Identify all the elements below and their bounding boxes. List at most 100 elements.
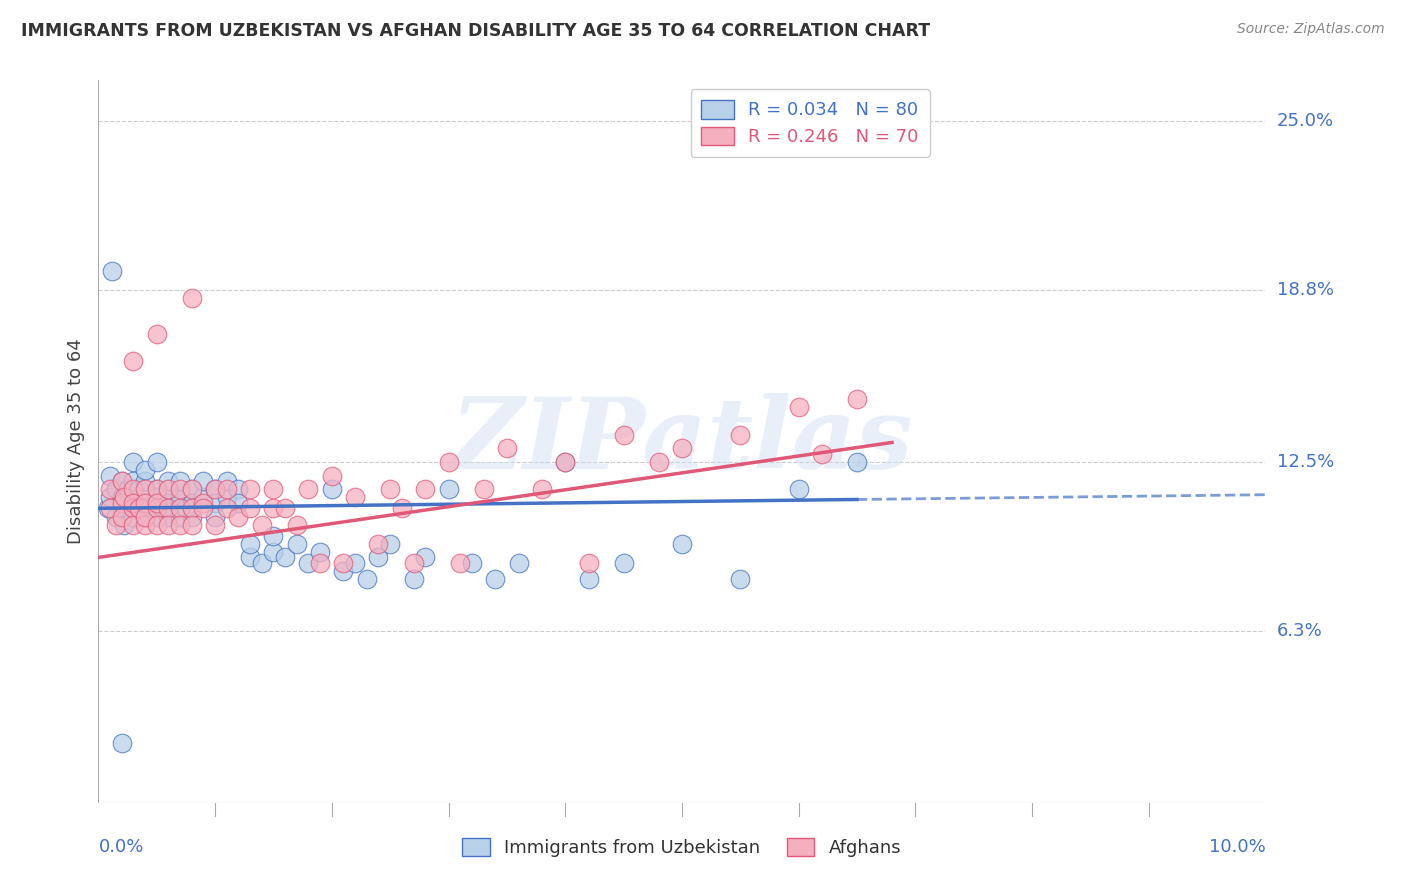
Point bbox=[128, 482, 150, 496]
Point bbox=[274, 550, 297, 565]
Point bbox=[204, 482, 226, 496]
Point bbox=[380, 482, 402, 496]
Point bbox=[122, 491, 145, 505]
Point bbox=[449, 556, 471, 570]
Point bbox=[262, 545, 284, 559]
Point bbox=[496, 442, 519, 456]
Point bbox=[174, 501, 197, 516]
Point bbox=[193, 496, 215, 510]
Point bbox=[274, 501, 297, 516]
Point bbox=[391, 501, 413, 516]
Point bbox=[228, 509, 250, 524]
Point bbox=[169, 491, 191, 505]
Point bbox=[122, 474, 145, 488]
Point bbox=[97, 501, 120, 516]
Point bbox=[437, 482, 460, 496]
Point bbox=[787, 401, 810, 415]
Text: ZIPatlas: ZIPatlas bbox=[451, 393, 912, 490]
Point bbox=[215, 501, 238, 516]
Point bbox=[239, 550, 262, 565]
Point bbox=[204, 517, 226, 532]
Point bbox=[787, 482, 810, 496]
Point bbox=[157, 501, 180, 516]
Text: 10.0%: 10.0% bbox=[1209, 838, 1265, 855]
Point bbox=[344, 556, 367, 570]
Point bbox=[228, 482, 250, 496]
Point bbox=[146, 482, 169, 496]
Point bbox=[578, 556, 600, 570]
Point bbox=[472, 482, 495, 496]
Point bbox=[152, 501, 174, 516]
Point bbox=[169, 517, 191, 532]
Point bbox=[112, 517, 135, 532]
Point bbox=[146, 491, 169, 505]
Point bbox=[180, 482, 202, 496]
Point bbox=[180, 501, 202, 516]
Point bbox=[146, 496, 169, 510]
Point bbox=[111, 474, 134, 488]
Point bbox=[169, 496, 191, 510]
Point bbox=[204, 482, 226, 496]
Point bbox=[122, 501, 145, 516]
Point bbox=[157, 474, 180, 488]
Point bbox=[554, 455, 576, 469]
Point bbox=[578, 572, 600, 586]
Point bbox=[157, 496, 180, 510]
Point bbox=[612, 556, 634, 570]
Point bbox=[204, 496, 226, 510]
Point bbox=[180, 292, 202, 306]
Point bbox=[157, 517, 180, 532]
Point bbox=[112, 491, 135, 505]
Point bbox=[309, 545, 332, 559]
Point bbox=[169, 501, 191, 516]
Point bbox=[157, 482, 180, 496]
Point bbox=[111, 491, 134, 505]
Point bbox=[104, 509, 127, 524]
Point bbox=[262, 482, 284, 496]
Point bbox=[134, 509, 156, 524]
Point bbox=[98, 482, 121, 496]
Point bbox=[169, 482, 191, 496]
Point bbox=[157, 482, 180, 496]
Point bbox=[98, 468, 121, 483]
Point bbox=[193, 501, 215, 516]
Point bbox=[402, 572, 425, 586]
Point bbox=[367, 550, 389, 565]
Point bbox=[122, 496, 145, 510]
Point bbox=[98, 491, 121, 505]
Point bbox=[122, 455, 145, 469]
Point bbox=[508, 556, 530, 570]
Point bbox=[180, 517, 202, 532]
Point bbox=[134, 496, 156, 510]
Point bbox=[169, 474, 191, 488]
Point bbox=[228, 496, 250, 510]
Text: 6.3%: 6.3% bbox=[1277, 622, 1322, 640]
Point bbox=[402, 556, 425, 570]
Point bbox=[146, 455, 169, 469]
Point bbox=[239, 482, 262, 496]
Point bbox=[193, 491, 215, 505]
Point bbox=[332, 556, 354, 570]
Point bbox=[104, 482, 127, 496]
Point bbox=[811, 447, 834, 461]
Point bbox=[122, 354, 145, 368]
Point bbox=[204, 509, 226, 524]
Point bbox=[134, 496, 156, 510]
Point bbox=[146, 496, 169, 510]
Point bbox=[111, 509, 134, 524]
Point bbox=[193, 474, 215, 488]
Point bbox=[647, 455, 669, 469]
Point bbox=[111, 736, 134, 750]
Point bbox=[612, 427, 634, 442]
Point bbox=[250, 556, 273, 570]
Point bbox=[437, 455, 460, 469]
Y-axis label: Disability Age 35 to 64: Disability Age 35 to 64 bbox=[66, 339, 84, 544]
Point bbox=[122, 496, 145, 510]
Point bbox=[134, 517, 156, 532]
Point bbox=[239, 501, 262, 516]
Point bbox=[413, 482, 436, 496]
Text: 25.0%: 25.0% bbox=[1277, 112, 1334, 130]
Point bbox=[146, 482, 169, 496]
Point bbox=[262, 501, 284, 516]
Text: Source: ZipAtlas.com: Source: ZipAtlas.com bbox=[1237, 22, 1385, 37]
